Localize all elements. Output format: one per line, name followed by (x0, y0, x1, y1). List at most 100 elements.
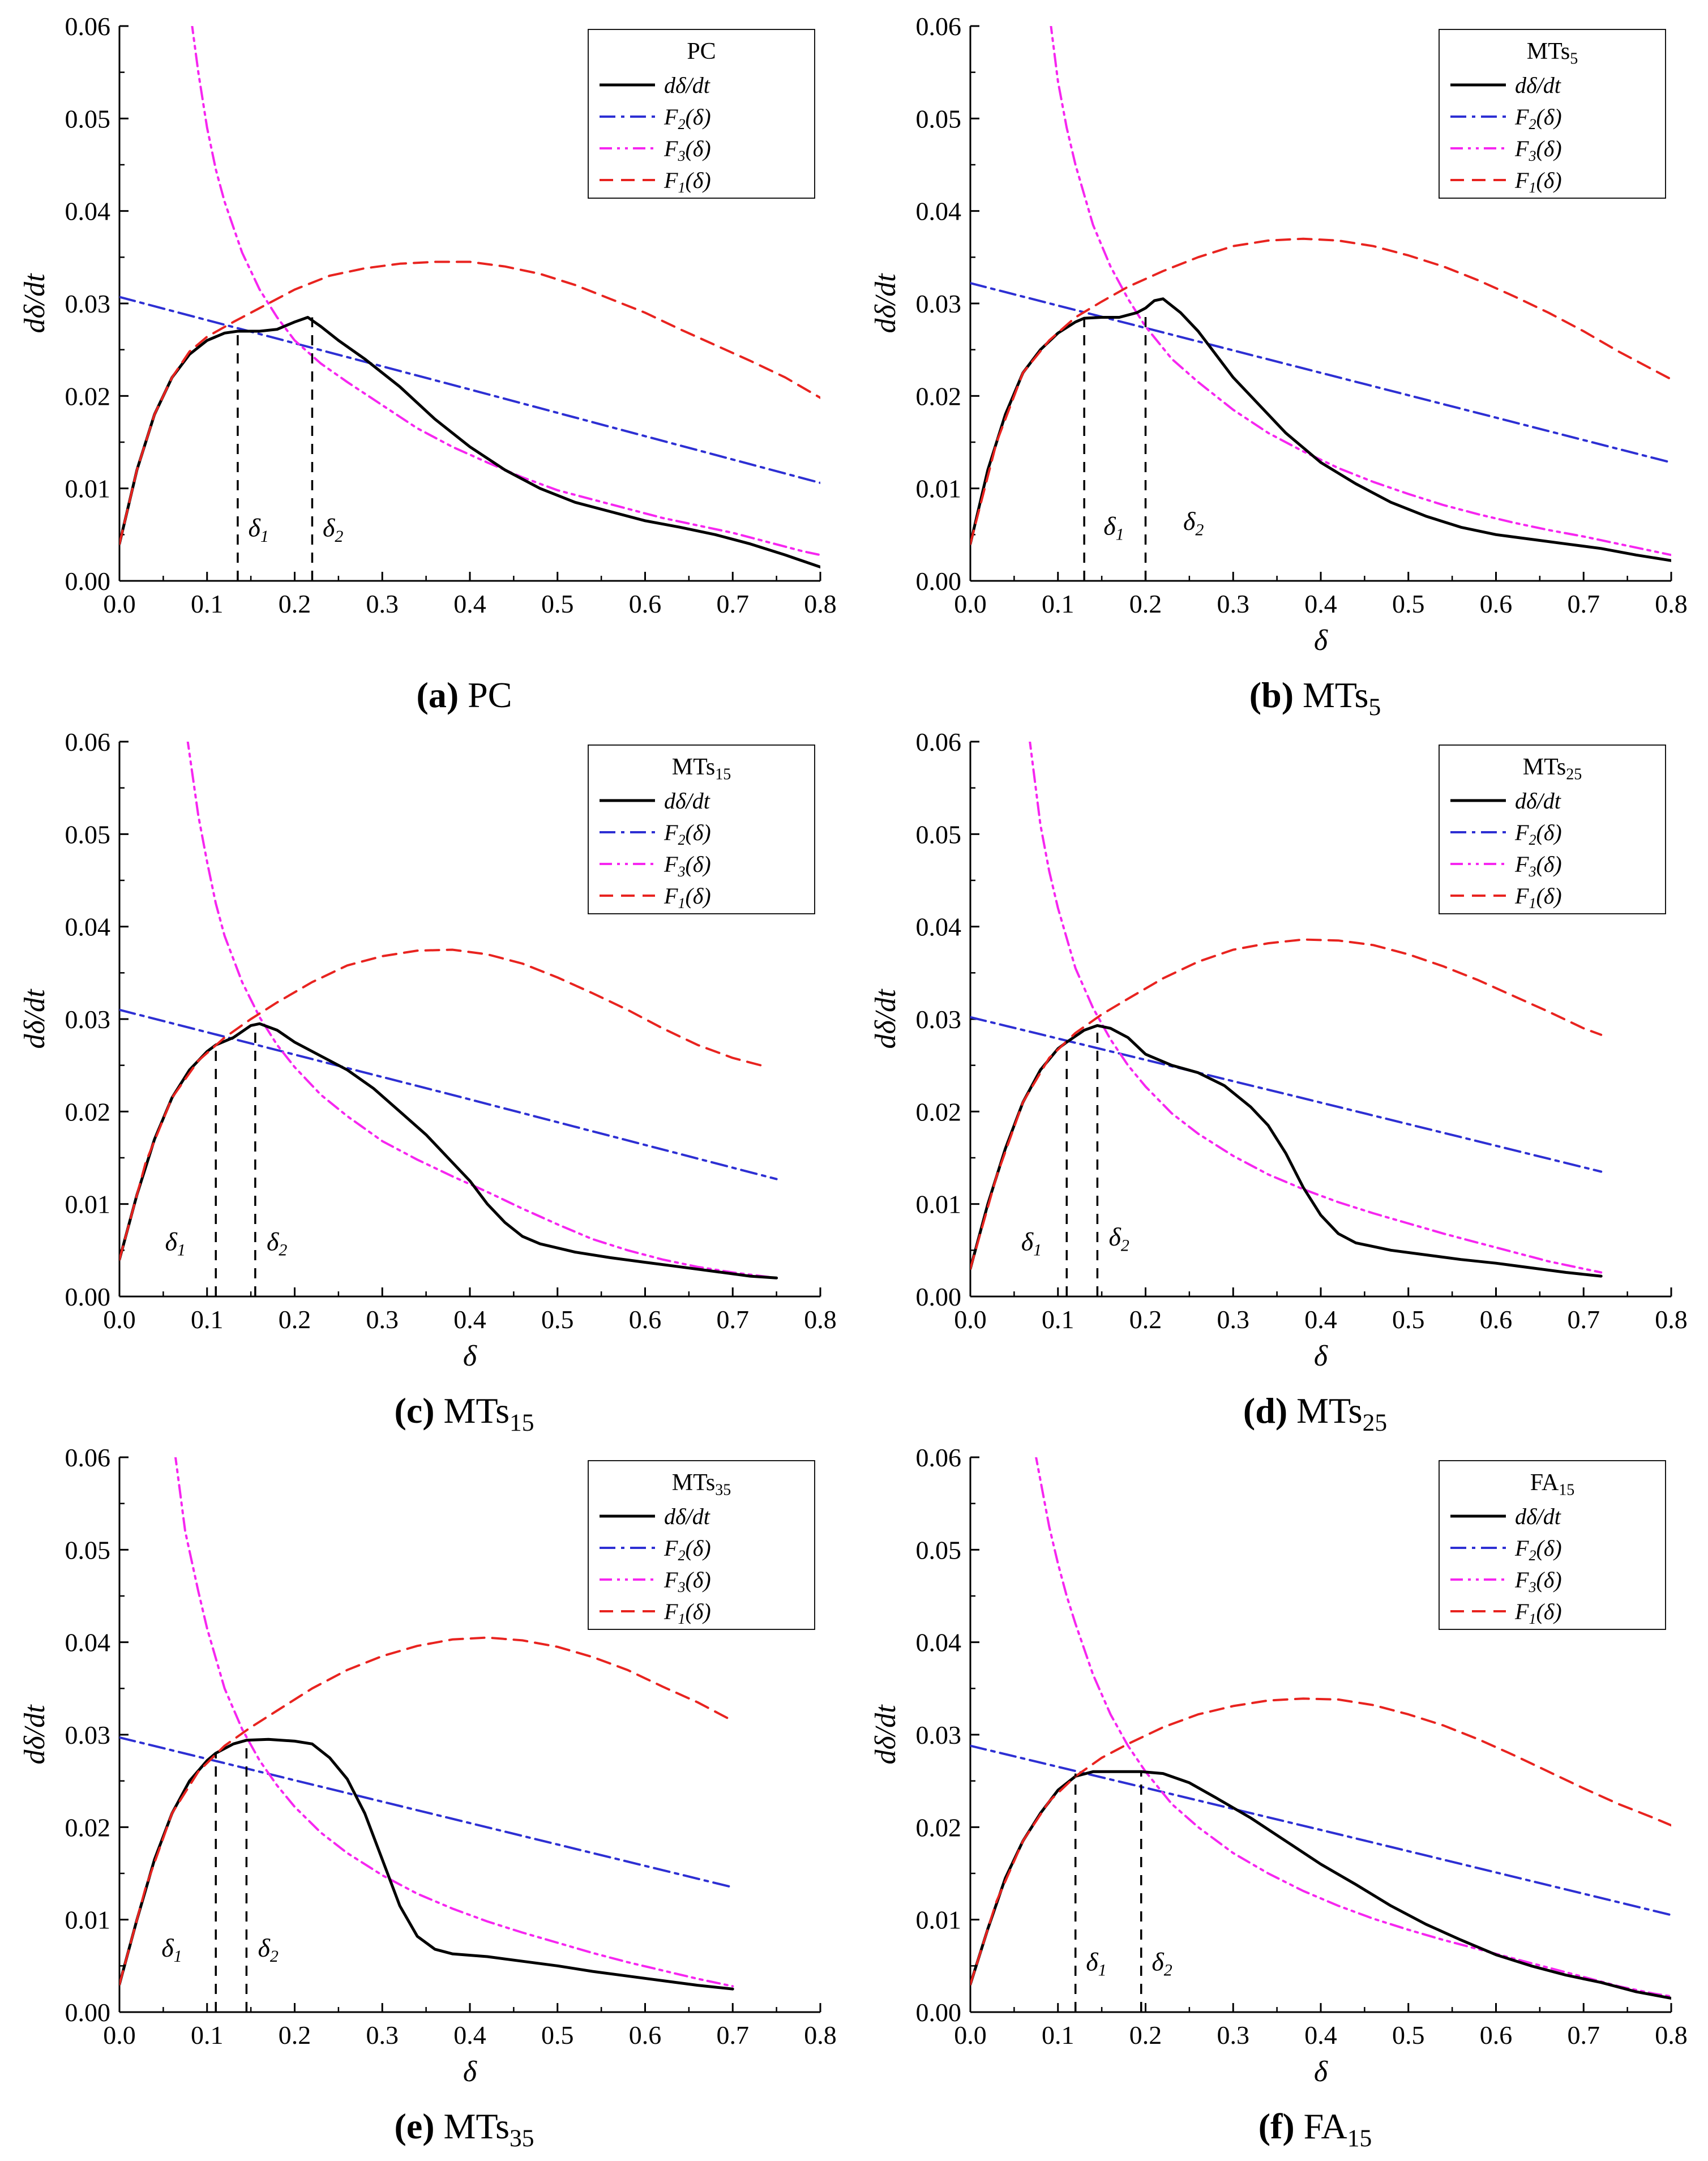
y-tick-label: 0.05 (916, 1535, 962, 1564)
panel-caption: (c) MTs15 (15, 1390, 840, 1437)
vline-label-delta1: δ1 (161, 1933, 182, 1966)
panel-caption: (a) PC (15, 674, 840, 716)
y-tick-label: 0.03 (916, 1721, 962, 1749)
legend-box (1439, 29, 1666, 199)
chart-panel: 0.0 0.1 0.2 0.3 0.4 0.5 0.6 0.7 0.8 0.00 0.01 0.02 0… (866, 9, 1691, 721)
y-tick-label: 0.04 (916, 912, 962, 941)
x-tick-label: 0.7 (717, 2021, 750, 2049)
chart-svg-b: 0.0 0.1 0.2 0.3 0.4 0.5 0.6 0.7 0.8 0.00 0.01 0.02 0… (870, 12, 1688, 657)
legend: FA15 dδ/dt F2(δ) F3(δ) F1(δ) (1439, 1460, 1666, 1630)
series-blue-line (970, 282, 1671, 464)
caption-letter: (f) (1258, 2106, 1295, 2146)
x-tick-label: 0.1 (1042, 2021, 1075, 2049)
y-tick-label: 0.06 (65, 1443, 111, 1472)
x-tick-label: 0.3 (366, 1305, 399, 1334)
y-tick-label: 0.06 (916, 1443, 962, 1472)
caption-letter: (d) (1243, 1390, 1288, 1431)
legend-label: F3(δ) (1514, 1567, 1562, 1595)
chart-panel: 0.0 0.1 0.2 0.3 0.4 0.5 0.6 0.7 0.8 0.00 0.01 0.02 0… (866, 725, 1691, 1437)
x-tick-label: 0.4 (453, 589, 486, 618)
caption-letter: (a) (416, 675, 459, 715)
caption-subscript: 35 (509, 2124, 534, 2152)
x-tick-label: 0.2 (1129, 1305, 1162, 1334)
x-tick-label: 0.3 (1217, 589, 1250, 618)
chart-svg-e: 0.0 0.1 0.2 0.3 0.4 0.5 0.6 0.7 0.8 0.00 0.01 0.02 0… (19, 1443, 837, 2088)
caption-name: MTs35 (443, 2106, 534, 2152)
legend-box (1439, 1460, 1666, 1630)
legend-title: MTs15 (672, 754, 731, 783)
x-tick-label: 0.6 (1480, 1305, 1513, 1334)
legend: MTs5 dδ/dt F2(δ) F3(δ) F1(δ) (1439, 29, 1666, 199)
series-magenta-line (186, 741, 778, 1280)
caption-name: MTs5 (1303, 675, 1381, 721)
y-tick-label: 0.03 (916, 289, 962, 318)
caption-name: MTs25 (1296, 1390, 1388, 1436)
caption-name: PC (468, 675, 512, 715)
y-tick-label: 0.03 (65, 1721, 111, 1749)
x-tick-label: 0.2 (279, 1305, 311, 1334)
legend: MTs25 dδ/dt F2(δ) F3(δ) F1(δ) (1439, 744, 1666, 914)
legend-title: MTs35 (672, 1470, 731, 1499)
y-tick-label: 0.02 (65, 382, 111, 410)
x-tick-label: 0.5 (1392, 1305, 1425, 1334)
x-tick-label: 0.4 (453, 1305, 486, 1334)
y-tick-label: 0.01 (65, 474, 111, 503)
vline-label-delta2: δ2 (1151, 1947, 1172, 1979)
legend-title: FA15 (1530, 1470, 1575, 1499)
x-tick-label: 0.1 (1042, 1305, 1075, 1334)
x-tick-label: 0.0 (103, 2021, 136, 2049)
y-tick-label: 0.05 (916, 820, 962, 849)
x-tick-label: 0.4 (1304, 2021, 1337, 2049)
legend-label: dδ/dt (1515, 1504, 1561, 1529)
x-tick-label: 0.2 (279, 589, 311, 618)
y-axis-label: dδ/dt (870, 1704, 902, 1765)
caption-name: FA15 (1303, 2106, 1372, 2152)
x-tick-label: 0.7 (1568, 589, 1600, 618)
x-axis-label: δ (463, 2056, 477, 2088)
legend-label: dδ/dt (1515, 788, 1561, 814)
series-black-line (119, 1022, 778, 1280)
x-tick-label: 0.6 (629, 589, 662, 618)
x-tick-label: 0.4 (453, 2021, 486, 2049)
x-tick-label: 0.0 (103, 589, 136, 618)
panel-caption: (b) MTs5 (866, 674, 1691, 721)
x-axis-label: δ (1314, 624, 1328, 657)
x-tick-label: 0.1 (191, 1305, 224, 1334)
y-tick-label: 0.02 (916, 1097, 962, 1126)
vline-label-delta1: δ1 (1021, 1227, 1042, 1259)
legend-label: F1(δ) (663, 168, 711, 196)
series-magenta-line (1035, 1457, 1671, 1997)
y-tick-label: 0.05 (65, 1535, 111, 1564)
x-tick-label: 0.0 (954, 2021, 987, 2049)
vline-label-delta2: δ2 (1183, 507, 1204, 539)
x-tick-label: 0.7 (1568, 2021, 1600, 2049)
series-magenta-line (174, 1457, 734, 1987)
x-tick-label: 0.5 (1392, 589, 1425, 618)
series-black-line (970, 297, 1671, 562)
x-tick-label: 0.5 (541, 2021, 574, 2049)
legend-label: F1(δ) (663, 1599, 711, 1627)
x-axis-label: δ (1314, 1340, 1328, 1372)
vline-label-delta1: δ1 (165, 1227, 185, 1259)
series-magenta-line (191, 26, 820, 557)
x-tick-label: 0.0 (103, 1305, 136, 1334)
x-tick-label: 0.2 (1129, 2021, 1162, 2049)
legend-label: F3(δ) (1514, 851, 1562, 880)
legend-box (588, 29, 815, 199)
x-tick-label: 0.6 (1480, 2021, 1513, 2049)
y-tick-label: 0.02 (916, 1813, 962, 1842)
series-black-line (970, 1770, 1671, 2000)
x-tick-label: 0.2 (279, 2021, 311, 2049)
y-tick-label: 0.00 (65, 567, 111, 596)
y-axis-label: dδ/dt (19, 989, 51, 1049)
y-tick-label: 0.04 (916, 1628, 962, 1657)
y-tick-label: 0.04 (916, 197, 962, 226)
legend: MTs35 dδ/dt F2(δ) F3(δ) F1(δ) (588, 1460, 815, 1630)
legend-label: dδ/dt (664, 788, 710, 814)
vline-label-delta2: δ2 (323, 513, 343, 546)
legend-label: F1(δ) (1514, 883, 1562, 912)
legend-label: F2(δ) (1514, 820, 1562, 848)
legend: PC dδ/dt F2(δ) F3(δ) F1(δ) (588, 29, 815, 199)
series-blue-line (970, 1016, 1603, 1173)
y-tick-label: 0.01 (65, 1905, 111, 1934)
